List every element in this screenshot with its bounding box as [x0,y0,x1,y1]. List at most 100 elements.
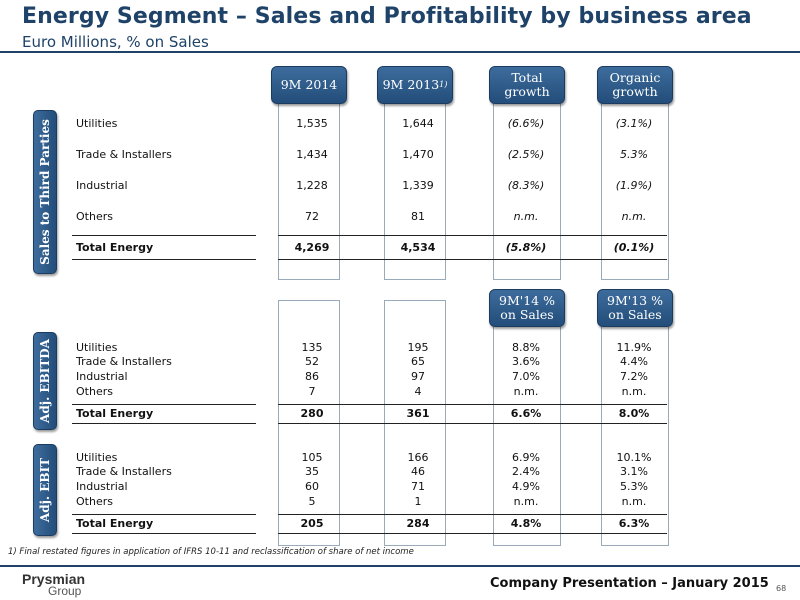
table-row: Industrial 1,228 1,339 (8.3%) (1.9%) [70,179,686,193]
col-box-total-growth [493,100,561,280]
table-row: Industrial 86 97 7.0% 7.2% [70,370,686,384]
header-organic-growth-label: Organic growth [609,70,661,99]
table-row: Others 7 4 n.m. n.m. [70,385,686,399]
cell-9m2014: 105 [301,451,323,464]
header-total-growth-label: Total growth [504,70,550,99]
cell-9m2013: 1,470 [402,148,434,161]
prysmian-logo: Prysmian Group [22,571,92,598]
cell-9m2013: 284 [406,517,430,530]
page-subtitle: Euro Millions, % on Sales [22,33,209,51]
logo-line2: Group [48,584,82,598]
table-row: Trade & Installers 1,434 1,470 (2.5%) 5.… [70,148,686,162]
cell-9m2013: 81 [411,210,425,223]
cell-9m2013: 1 [414,495,422,508]
header-pct-sales-13: 9M'13 % on Sales [597,289,673,327]
header-9m2013-label: 9M 2013 [382,77,440,92]
cell-9m2013: 361 [406,407,430,420]
table-row: Others 5 1 n.m. n.m. [70,495,686,509]
cell-9m2013: 4,534 [400,241,436,254]
title-divider [0,51,800,53]
cell-total-growth: (5.8%) [505,241,547,254]
cell-9m2013: 65 [411,355,425,368]
cell-9m2014: 1,535 [296,117,328,130]
cell-9m2014: 205 [300,517,324,530]
section-tab-ebit: Adj. EBIT [33,444,57,536]
cell-9m2014: 1,228 [296,179,328,192]
row-label: Trade & Installers [76,465,172,478]
cell-9m2013: 46 [411,465,425,478]
cell-total-growth: n.m. [513,210,539,223]
table-row: Utilities 135 195 8.8% 11.9% [70,341,686,355]
header-9m2013: 9M 2013 1) [377,66,453,104]
cell-9m2014: 5 [308,495,316,508]
total-rule-top-data [278,514,667,515]
row-label: Industrial [76,179,128,192]
cell-9m2014: 86 [305,370,319,383]
cell-organic-growth: (3.1%) [615,117,653,130]
total-rule-top [72,514,256,515]
cell-pct-14: 8.8% [512,341,540,354]
cell-total-growth: (8.3%) [507,179,545,192]
row-label: Utilities [76,451,118,464]
total-rule-bottom [72,423,256,424]
row-label: Industrial [76,370,128,383]
cell-9m2014: 35 [305,465,319,478]
footnote: 1) Final restated figures in application… [8,547,414,557]
table-row: Utilities 105 166 6.9% 10.1% [70,451,686,465]
cell-pct-14: 2.4% [512,465,540,478]
table-row: Trade & Installers 35 46 2.4% 3.1% [70,465,686,479]
section-tab-ebitda: Adj. EBITDA [33,332,57,430]
cell-organic-growth: 5.3% [620,148,648,161]
cell-9m2014: 280 [300,407,324,420]
cell-pct-13: 4.4% [620,355,648,368]
row-label: Total Energy [76,407,154,420]
total-rule-top-data [278,404,667,405]
cell-pct-13: 3.1% [620,465,648,478]
row-label: Trade & Installers [76,355,172,368]
cell-pct-13: n.m. [621,495,647,508]
row-label: Industrial [76,480,128,493]
row-label: Trade & Installers [76,148,172,161]
footer-divider [0,565,800,567]
total-row: Total Energy 280 361 6.6% 8.0% [70,407,686,421]
row-label: Others [76,385,113,398]
cell-9m2013: 97 [411,370,425,383]
cell-pct-14: 7.0% [512,370,540,383]
cell-9m2013: 166 [407,451,429,464]
total-rule-bottom-data [278,259,667,260]
total-rule-bottom [72,533,256,534]
row-label: Utilities [76,341,118,354]
logo-line1: Prysmian [22,571,86,587]
cell-pct-13: n.m. [621,385,647,398]
table-row: Others 72 81 n.m. n.m. [70,210,686,224]
cell-pct-13: 10.1% [616,451,652,464]
col-box-9m2013 [384,100,446,280]
cell-9m2013: 195 [407,341,429,354]
cell-pct-14: 6.9% [512,451,540,464]
cell-9m2014: 60 [305,480,319,493]
cell-organic-growth: (1.9%) [615,179,653,192]
cell-9m2014: 135 [301,341,323,354]
total-rule-bottom-data [278,533,667,534]
cell-organic-growth: (0.1%) [613,241,655,254]
cell-pct-13: 11.9% [616,341,652,354]
header-pct-sales-14: 9M'14 % on Sales [489,289,565,327]
header-9m2014-label: 9M 2014 [280,77,338,92]
cell-pct-14: n.m. [513,495,539,508]
header-total-growth: Total growth [489,66,565,104]
section-tab-sales: Sales to Third Parties [33,110,57,274]
cell-pct-14: n.m. [513,385,539,398]
table-row: Industrial 60 71 4.9% 5.3% [70,480,686,494]
header-9m2014: 9M 2014 [271,66,347,104]
total-rule-top [72,404,256,405]
cell-total-growth: (2.5%) [507,148,545,161]
cell-9m2013: 4 [414,385,422,398]
cell-9m2013: 1,644 [402,117,434,130]
col-box-organic-growth [601,100,669,280]
cell-9m2014: 52 [305,355,319,368]
cell-pct-14: 4.8% [510,517,542,530]
cell-pct-14: 6.6% [510,407,542,420]
total-rule-top [72,235,256,236]
cell-pct-14: 4.9% [512,480,540,493]
section-tab-sales-label: Sales to Third Parties [38,119,52,265]
